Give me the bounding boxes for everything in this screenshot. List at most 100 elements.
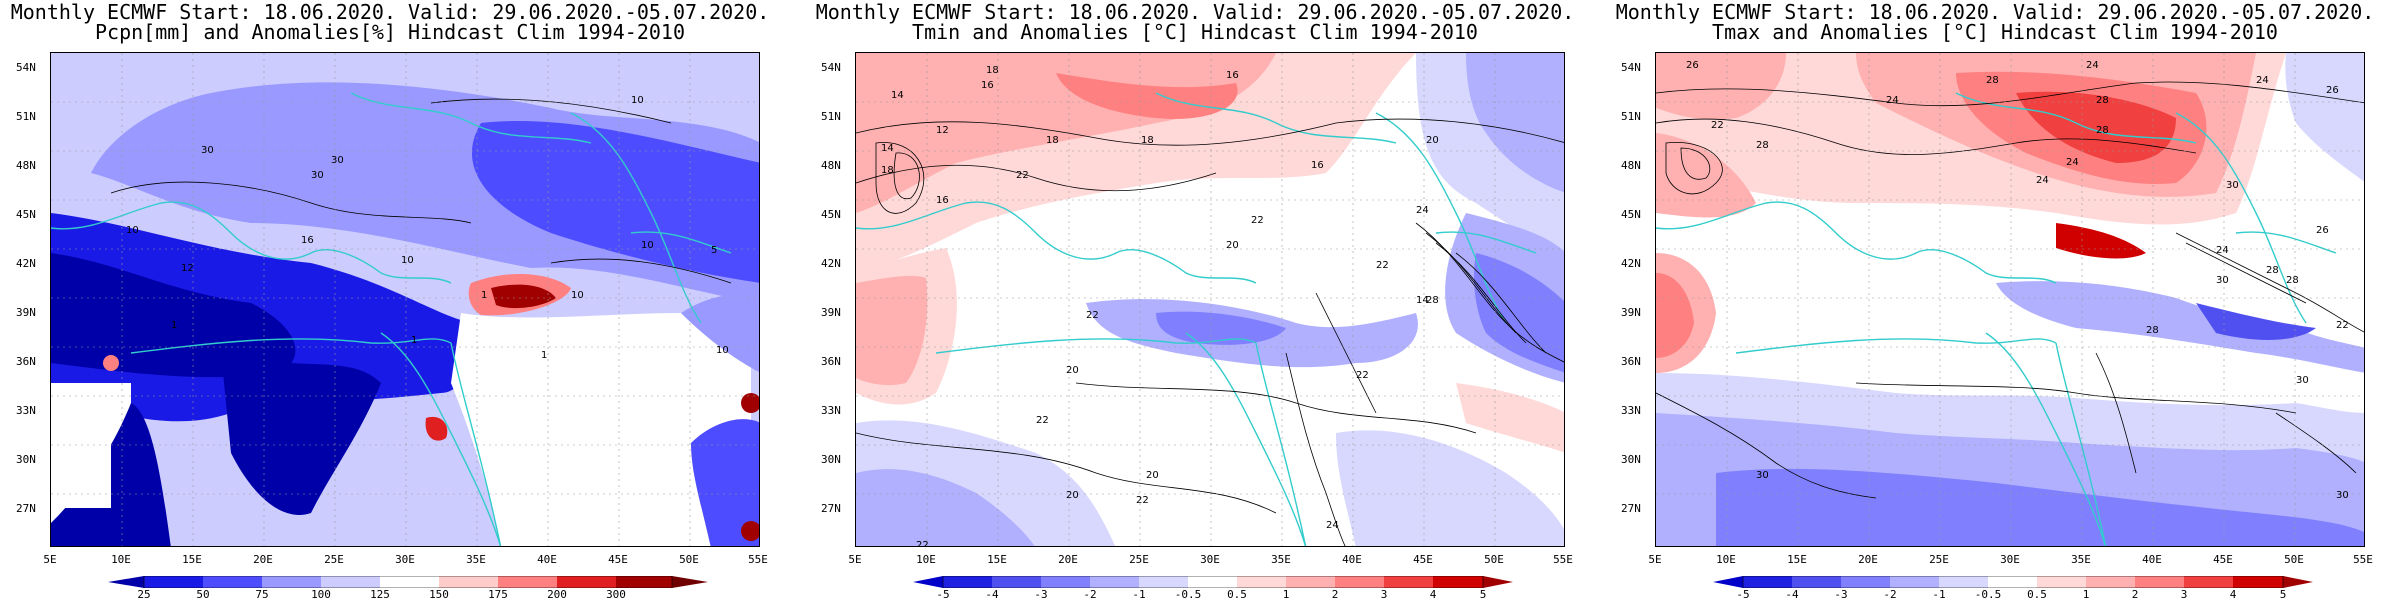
lat-label: 51N bbox=[1621, 110, 1641, 123]
contour-label: 10 bbox=[571, 290, 584, 301]
colorbar-label: -3 bbox=[1834, 588, 1848, 601]
contour-label: 24 bbox=[2036, 175, 2049, 186]
lon-label: 30E bbox=[1200, 553, 1220, 566]
lon-label: 25E bbox=[1929, 553, 1949, 566]
contour-label: 16 bbox=[981, 80, 994, 91]
contour-label: 24 bbox=[1326, 520, 1339, 531]
colorbar-segment bbox=[1041, 576, 1090, 588]
contour-label: 22 bbox=[1376, 260, 1389, 271]
contour-label: 22 bbox=[1136, 495, 1149, 506]
contour-label: 30 bbox=[2226, 180, 2239, 191]
lat-label: 54N bbox=[16, 61, 36, 74]
colorbar-segment bbox=[380, 576, 439, 588]
lon-label: 10E bbox=[111, 553, 131, 566]
lon-label: 55E bbox=[1553, 553, 1573, 566]
lat-label: 54N bbox=[1621, 61, 1641, 74]
lat-label: 36N bbox=[821, 355, 841, 368]
colorbar-label: 4 bbox=[2229, 588, 2237, 601]
lat-label: 27N bbox=[16, 502, 36, 515]
contour-label: 24 bbox=[2086, 60, 2099, 71]
lat-label: 36N bbox=[1621, 355, 1641, 368]
map-frame: 10 10 10 30 30 10 10 16 12 1 1 1 10 1 5 … bbox=[50, 52, 760, 547]
colorbar-label: 125 bbox=[370, 588, 390, 601]
lon-label: 30E bbox=[395, 553, 415, 566]
colorbar-label: 200 bbox=[547, 588, 567, 601]
contour-label: 12 bbox=[936, 125, 949, 136]
colorbar-label: -4 bbox=[1785, 588, 1799, 601]
lat-label: 39N bbox=[1621, 306, 1641, 319]
contour-label: 26 bbox=[2316, 225, 2329, 236]
lat-label: 45N bbox=[821, 208, 841, 221]
colorbar-segment bbox=[2283, 576, 2313, 588]
lat-label: 48N bbox=[1621, 159, 1641, 172]
contour-label: 16 bbox=[1311, 160, 1324, 171]
lon-label: 35E bbox=[466, 553, 486, 566]
contour-label: 10 bbox=[126, 225, 139, 236]
colorbar-segment bbox=[557, 576, 616, 588]
lat-label: 45N bbox=[1621, 208, 1641, 221]
lon-label: 50E bbox=[679, 553, 699, 566]
contour-label: 1 bbox=[481, 290, 487, 301]
colorbar-segment bbox=[144, 576, 203, 588]
colorbar-label: 100 bbox=[311, 588, 331, 601]
contour-label: 10 bbox=[716, 345, 729, 356]
lat-label: 54N bbox=[821, 61, 841, 74]
panel-precipitation: Monthly ECMWF Start: 18.06.2020. Valid: … bbox=[0, 0, 780, 601]
lon-label: 5E bbox=[1648, 553, 1662, 566]
contour-label: 18 bbox=[1046, 135, 1059, 146]
contour-label: 30 bbox=[2296, 375, 2309, 386]
contour-label: 14 bbox=[891, 90, 904, 101]
colorbar-label: -5 bbox=[936, 588, 950, 601]
contour-label: 30 bbox=[2216, 275, 2229, 286]
contour-label: 26 bbox=[1686, 60, 1699, 71]
colorbar-segment bbox=[1286, 576, 1335, 588]
contour-label: 10 bbox=[631, 95, 644, 106]
panel-subtitle: Tmin and Anomalies [°C] Hindcast Clim 19… bbox=[912, 20, 1478, 44]
contour-label: 14 bbox=[881, 143, 894, 154]
contour-label: 16 bbox=[936, 195, 949, 206]
colorbar-segment bbox=[108, 576, 144, 588]
lon-label: 35E bbox=[1271, 553, 1291, 566]
contour-label: 30 bbox=[1756, 470, 1769, 481]
colorbar-segment bbox=[439, 576, 498, 588]
lat-label: 33N bbox=[16, 404, 36, 417]
panel-title: Monthly ECMWF Start: 18.06.2020. Valid: … bbox=[1615, 0, 2375, 24]
lon-label: 10E bbox=[916, 553, 936, 566]
colorbar-label: -3 bbox=[1034, 588, 1048, 601]
contour-label: 28 bbox=[2096, 125, 2109, 136]
panel-subtitle: Tmax and Anomalies [°C] Hindcast Clim 19… bbox=[1712, 20, 2278, 44]
lat-label: 39N bbox=[821, 306, 841, 319]
colorbar-segment bbox=[1384, 576, 1433, 588]
colorbar-label: 75 bbox=[255, 588, 269, 601]
colorbar-segment bbox=[262, 576, 321, 588]
contour-label: 22 bbox=[1086, 310, 1099, 321]
colorbar-segment bbox=[1483, 576, 1513, 588]
contour-label: 18 bbox=[881, 165, 894, 176]
lon-label: 45E bbox=[1413, 553, 1433, 566]
contour-label: 5 bbox=[711, 245, 717, 256]
contour-label: 10 bbox=[401, 255, 414, 266]
lon-label: 45E bbox=[608, 553, 628, 566]
lat-label: 42N bbox=[821, 257, 841, 270]
contour-label: 28 bbox=[2146, 325, 2159, 336]
contour-label: 1 bbox=[411, 335, 417, 346]
colorbar-label: 300 bbox=[606, 588, 626, 601]
contour-label: 28 bbox=[2096, 95, 2109, 106]
colorbar-label: 2 bbox=[1331, 588, 1339, 601]
lat-label: 48N bbox=[16, 159, 36, 172]
colorbar-segment bbox=[1713, 576, 1743, 588]
contour-label: 20 bbox=[1146, 470, 1159, 481]
lat-label: 45N bbox=[16, 208, 36, 221]
contour-label: 18 bbox=[1141, 135, 1154, 146]
lon-label: 55E bbox=[2353, 553, 2373, 566]
contour-label: 26 bbox=[2326, 85, 2339, 96]
colorbar-segment bbox=[1188, 576, 1237, 588]
contour-label: 22 bbox=[1711, 120, 1724, 131]
colorbar-segment bbox=[1139, 576, 1188, 588]
colorbar-segment bbox=[943, 576, 992, 588]
colorbar-label: 175 bbox=[488, 588, 508, 601]
colorbar-segment bbox=[321, 576, 380, 588]
colorbar bbox=[1713, 576, 2313, 588]
lat-label: 39N bbox=[16, 306, 36, 319]
lon-label: 45E bbox=[2213, 553, 2233, 566]
